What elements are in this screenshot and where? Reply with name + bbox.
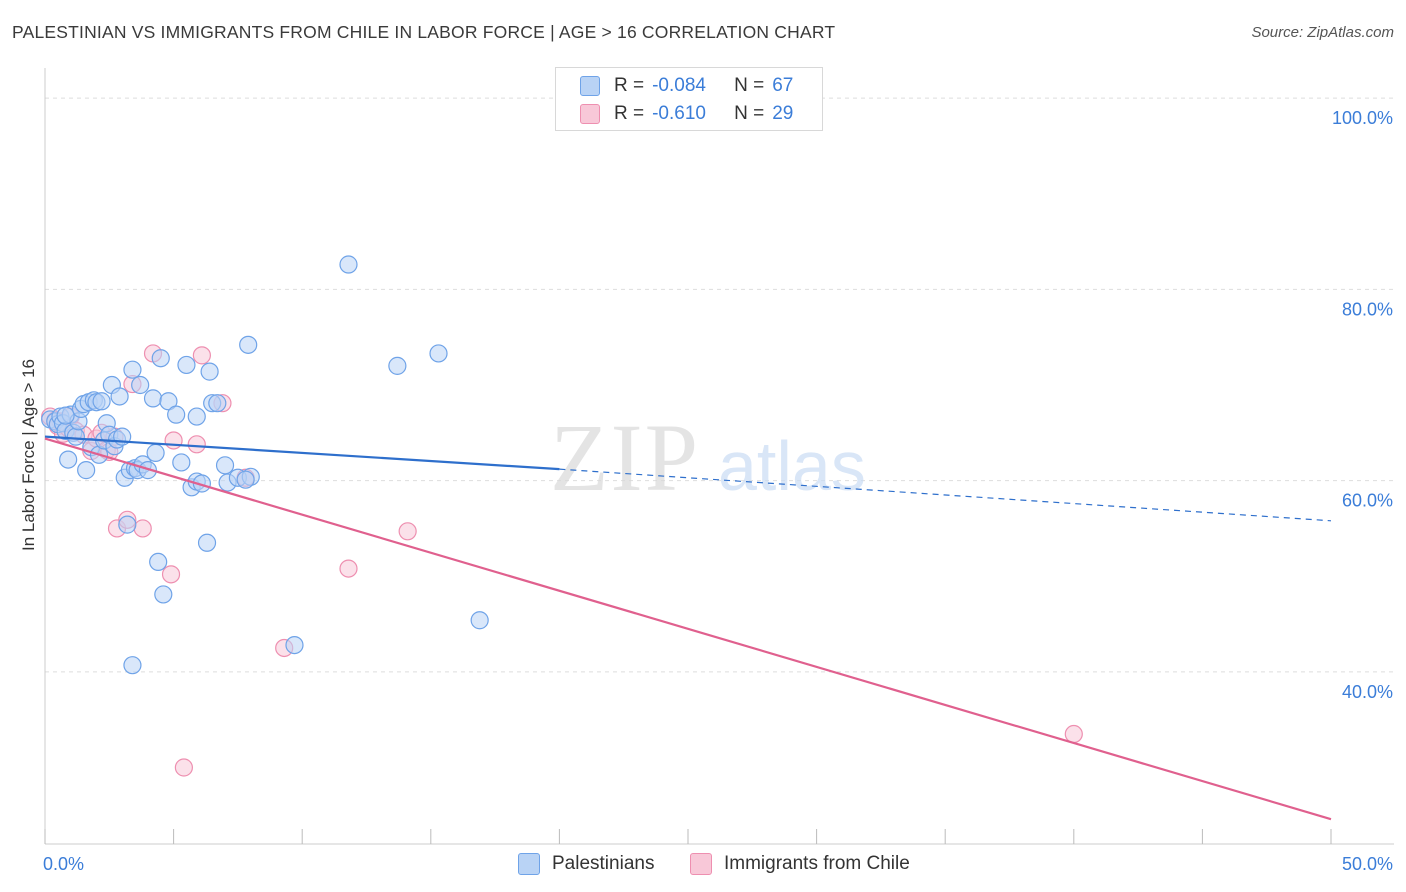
trend-line-chile — [44, 437, 1332, 821]
y-tick-label: 60.0% — [1342, 491, 1393, 511]
data-point-palestinian — [167, 405, 186, 424]
data-point-palestinian — [285, 635, 304, 655]
data-point-palestinian — [208, 394, 227, 413]
data-point-palestinian — [143, 389, 163, 408]
legend-n-value: 67 — [772, 75, 794, 96]
legend-n-value: 29 — [772, 103, 794, 124]
data-point-palestinian — [200, 362, 219, 381]
bottom-legend-label: Immigrants from Chile — [724, 853, 910, 874]
y-tick-label: 80.0% — [1342, 299, 1393, 319]
legend-r-label: R = — [614, 103, 645, 124]
data-point-palestinian — [154, 585, 173, 604]
legend-r-label: R = — [614, 75, 645, 96]
data-point-palestinian — [197, 533, 217, 552]
legend-swatch-blue — [580, 76, 600, 96]
data-point-chile — [192, 346, 211, 365]
data-point-palestinian — [77, 461, 96, 480]
data-point-chile — [339, 559, 358, 578]
bottom-legend-label: Palestinians — [552, 853, 655, 874]
data-point-palestinian — [131, 375, 150, 395]
legend-row-palestinians: R = -0.084 N = 67 — [580, 73, 793, 99]
data-point-palestinian — [66, 427, 85, 446]
watermark-atlas: atlas — [718, 427, 866, 505]
data-point-chile — [187, 435, 206, 454]
source-credit: Source: ZipAtlas.com — [1251, 24, 1394, 41]
y-tick-label: 40.0% — [1342, 682, 1393, 702]
trend-lines — [44, 435, 1332, 821]
data-point-palestinian — [149, 552, 168, 572]
watermark: ZIP atlas — [550, 404, 866, 511]
trend-line-palestinians-extension — [559, 468, 1332, 522]
legend-n-label: N = — [734, 75, 765, 96]
series-palestinians — [41, 255, 489, 675]
legend: R = -0.084 N = 67 R = -0.610 N = 29 — [555, 67, 823, 131]
data-point-palestinian — [110, 387, 129, 406]
axes — [44, 68, 1394, 845]
data-point-palestinian — [239, 335, 258, 354]
gridlines — [45, 97, 1394, 673]
y-axis-label: In Labor Force | Age > 16 — [19, 359, 38, 551]
data-point-palestinian — [429, 344, 448, 363]
data-point-chile — [164, 431, 183, 450]
legend-n-label: N = — [734, 103, 765, 124]
watermark-zip: ZIP — [550, 404, 700, 511]
legend-row-chile: R = -0.610 N = 29 — [580, 101, 793, 127]
data-point-palestinian — [388, 356, 407, 375]
bottom-legend-palestinians: Palestinians — [518, 852, 654, 876]
data-point-palestinian — [215, 456, 235, 475]
data-point-palestinian — [59, 450, 78, 469]
data-point-chile — [174, 758, 193, 777]
data-point-palestinian — [172, 453, 191, 472]
x-tick-label: 50.0% — [1342, 854, 1393, 874]
data-point-palestinian — [470, 611, 489, 630]
bottom-legend-swatch-blue — [518, 853, 540, 875]
data-point-palestinian — [236, 470, 255, 489]
bottom-legend-chile: Immigrants from Chile — [690, 852, 910, 876]
data-point-palestinian — [118, 515, 137, 534]
x-tick-label: 0.0% — [43, 854, 84, 874]
legend-r-value: -0.084 — [652, 75, 706, 96]
legend-r-value: -0.610 — [652, 103, 706, 124]
data-point-chile — [133, 519, 152, 538]
data-point-chile — [398, 522, 417, 541]
data-point-palestinian — [56, 406, 75, 425]
legend-swatch-pink — [580, 104, 600, 124]
data-point-palestinian — [92, 392, 111, 411]
data-point-chile — [161, 565, 181, 584]
data-point-palestinian — [187, 407, 206, 426]
tick-labels: 100.0% 80.0% 60.0% 40.0% 0.0% 50.0% — [43, 108, 1393, 874]
chart-title: PALESTINIAN VS IMMIGRANTS FROM CHILE IN … — [12, 22, 836, 42]
data-point-palestinian — [146, 443, 165, 462]
data-point-palestinian — [151, 349, 170, 368]
bottom-legend-swatch-pink — [690, 853, 712, 875]
y-tick-label: 100.0% — [1332, 108, 1393, 128]
data-point-palestinian — [159, 392, 178, 411]
data-point-palestinian — [177, 355, 196, 375]
data-point-palestinian — [339, 255, 358, 274]
data-point-chile — [1064, 724, 1083, 744]
data-point-palestinian — [123, 656, 142, 675]
trend-line-palestinians — [44, 435, 560, 471]
data-point-palestinian — [123, 360, 142, 379]
